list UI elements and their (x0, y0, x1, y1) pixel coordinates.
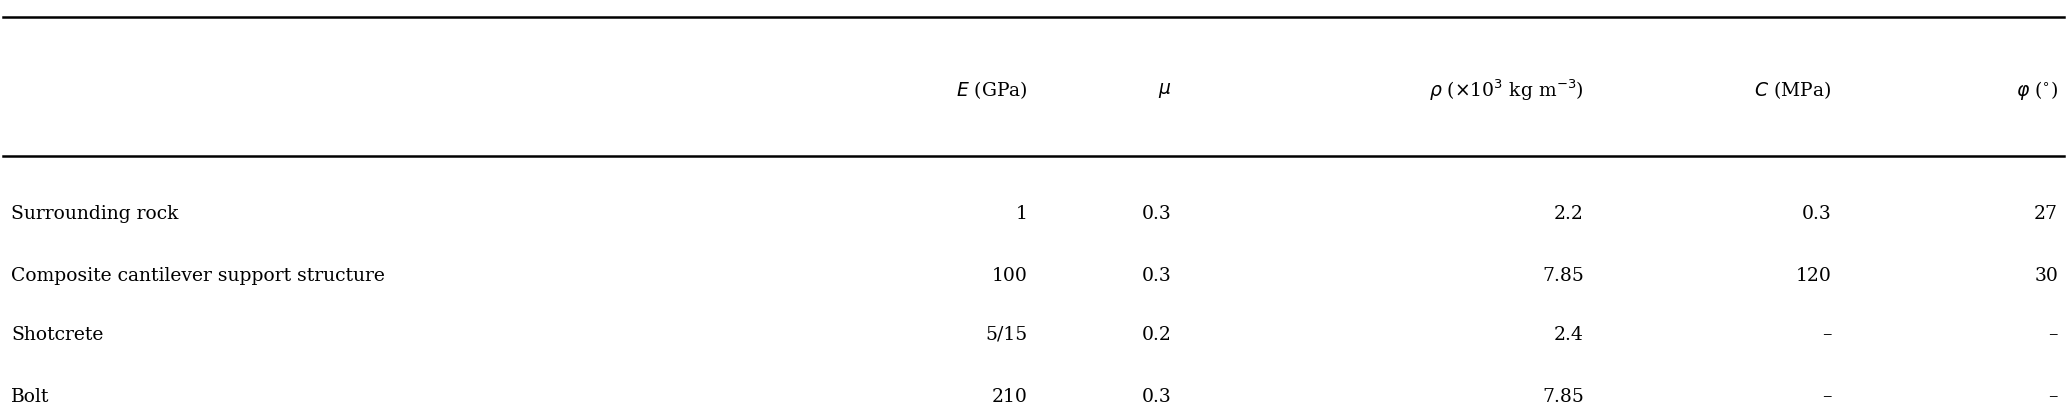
Text: Bolt: Bolt (10, 387, 50, 404)
Text: –: – (2048, 387, 2059, 404)
Text: 0.2: 0.2 (1141, 326, 1172, 343)
Text: $\mu$: $\mu$ (1158, 81, 1172, 100)
Text: 0.3: 0.3 (1141, 205, 1172, 223)
Text: 7.85: 7.85 (1542, 267, 1583, 285)
Text: Composite cantilever support structure: Composite cantilever support structure (10, 267, 384, 285)
Text: 2.2: 2.2 (1554, 205, 1583, 223)
Text: 100: 100 (992, 267, 1027, 285)
Text: $E$ (GPa): $E$ (GPa) (955, 79, 1027, 101)
Text: $\varphi$ ($^{\circ}$): $\varphi$ ($^{\circ}$) (2015, 79, 2059, 102)
Text: 0.3: 0.3 (1141, 387, 1172, 404)
Text: 0.3: 0.3 (1802, 205, 1831, 223)
Text: 30: 30 (2034, 267, 2059, 285)
Text: 2.4: 2.4 (1554, 326, 1583, 343)
Text: 5/15: 5/15 (986, 326, 1027, 343)
Text: $\rho$ ($\times$10$^{3}$ kg m$^{-3}$): $\rho$ ($\times$10$^{3}$ kg m$^{-3}$) (1428, 78, 1583, 103)
Text: 7.85: 7.85 (1542, 387, 1583, 404)
Text: 120: 120 (1796, 267, 1831, 285)
Text: –: – (1821, 326, 1831, 343)
Text: $C$ (MPa): $C$ (MPa) (1755, 79, 1831, 101)
Text: 27: 27 (2034, 205, 2059, 223)
Text: 1: 1 (1015, 205, 1027, 223)
Text: Shotcrete: Shotcrete (10, 326, 103, 343)
Text: –: – (1821, 387, 1831, 404)
Text: Surrounding rock: Surrounding rock (10, 205, 178, 223)
Text: –: – (2048, 326, 2059, 343)
Text: 0.3: 0.3 (1141, 267, 1172, 285)
Text: 210: 210 (992, 387, 1027, 404)
